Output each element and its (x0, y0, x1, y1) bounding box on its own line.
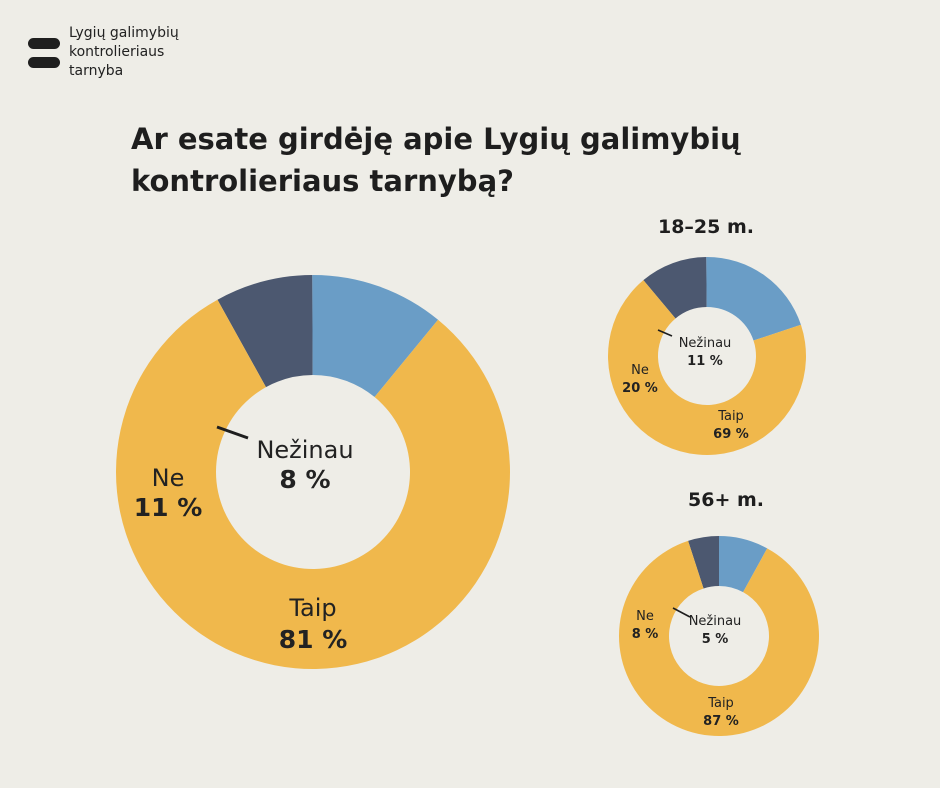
leader-line (216, 425, 249, 440)
chart-title: 56+ m. (688, 489, 764, 511)
logo-line-2: kontrolieriaus (69, 44, 165, 60)
leader-line (672, 607, 691, 618)
value-label-ne: 20 % (622, 381, 658, 396)
label-taip: Taip (717, 409, 744, 424)
slice-ne (719, 536, 768, 593)
value-label-nezinau: 11 % (687, 354, 723, 369)
slice-taip (607, 280, 806, 455)
label-nezinau: Nežinau (256, 436, 353, 464)
label-ne: Ne (152, 464, 185, 492)
slice-ne (312, 274, 439, 398)
value-label-taip: 87 % (703, 714, 739, 729)
slice-taip (115, 299, 510, 669)
slice-ne (706, 257, 801, 341)
logo-line-1: Lygių galimybių (69, 25, 179, 41)
title-line-2: kontrolieriaus tarnybą? (131, 164, 514, 198)
slice-nezinau (643, 257, 707, 319)
logo-line-3: tarnyba (69, 63, 124, 79)
title-line-1: Ar esate girdėję apie Lygių galimybių (131, 122, 741, 156)
leader-line (657, 329, 673, 337)
slice-taip (618, 540, 819, 736)
value-label-ne: 8 % (632, 627, 659, 642)
page-title: Ar esate girdėję apie Lygių galimybių ko… (131, 118, 831, 202)
value-label-nezinau: 8 % (279, 465, 330, 494)
donut-chart-3: 56+ m. Nežinau 5 % Ne 8 % Taip 87 % (618, 489, 819, 736)
logo-text: Lygių galimybių kontrolieriaus tarnyba (69, 24, 269, 81)
label-nezinau: Nežinau (679, 336, 732, 351)
slice-nezinau (688, 536, 719, 589)
label-ne: Ne (631, 363, 649, 378)
label-nezinau: Nežinau (689, 614, 742, 629)
value-label-nezinau: 5 % (702, 632, 729, 647)
label-taip: Taip (707, 696, 734, 711)
slice-nezinau (217, 275, 313, 388)
chart-title: 18–25 m. (658, 216, 754, 238)
label-ne: Ne (636, 609, 654, 624)
value-label-ne: 11 % (134, 493, 203, 522)
value-label-taip: 69 % (713, 427, 749, 442)
donut-chart-2: 18–25 m. Nežinau 11 % Ne 20 % Taip 69 % (607, 216, 806, 455)
value-label-taip: 81 % (279, 625, 348, 654)
logo-icon (28, 38, 60, 70)
label-taip: Taip (288, 594, 336, 622)
